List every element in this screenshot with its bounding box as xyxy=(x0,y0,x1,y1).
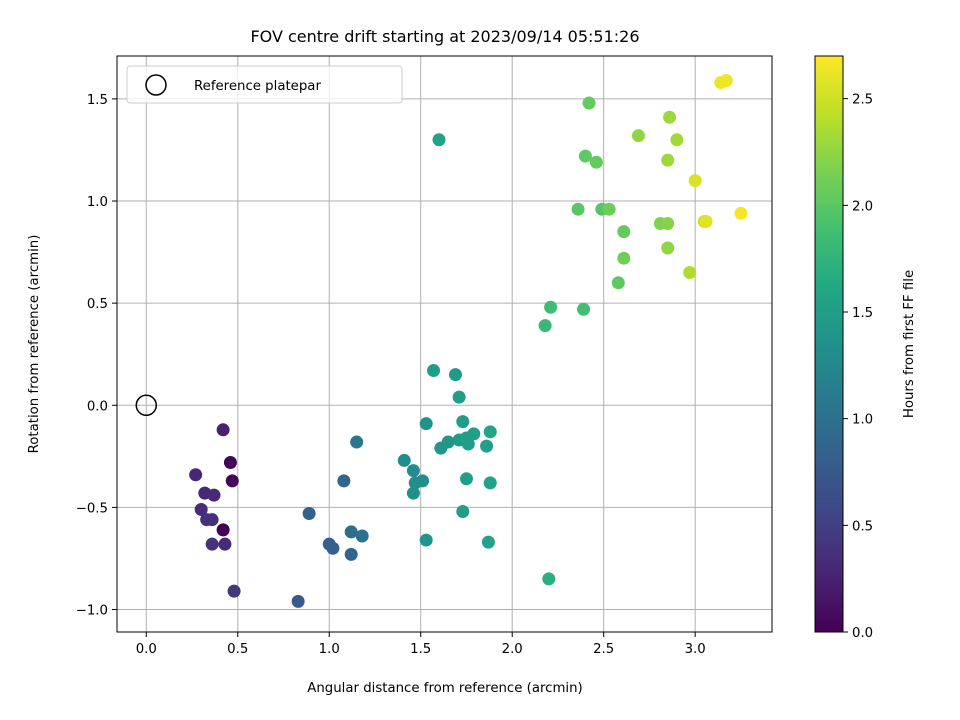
data-point xyxy=(542,572,556,586)
legend: Reference platepar xyxy=(126,65,403,104)
data-point xyxy=(582,96,596,110)
data-point xyxy=(441,435,455,449)
x-tick-label: 1.0 xyxy=(319,642,340,657)
x-tick-label: 3.0 xyxy=(685,642,706,657)
data-point xyxy=(459,472,473,486)
y-tick-label: −0.5 xyxy=(76,501,108,516)
data-point xyxy=(406,486,420,500)
data-point xyxy=(194,502,208,516)
data-point xyxy=(205,537,219,551)
data-point xyxy=(448,368,462,382)
data-point xyxy=(432,133,446,147)
data-point xyxy=(189,468,203,482)
colorbar-tick-label: 0.5 xyxy=(852,519,873,534)
data-point xyxy=(631,129,645,143)
y-tick-label: 0.5 xyxy=(87,297,108,312)
colorbar-tick-label: 1.5 xyxy=(852,306,873,321)
data-point xyxy=(419,417,433,431)
data-point xyxy=(538,319,552,333)
y-axis-label: Rotation from reference (arcmin) xyxy=(27,235,42,454)
data-point xyxy=(483,476,497,490)
data-point xyxy=(483,425,497,439)
legend-marker-icon xyxy=(145,74,167,96)
x-tick-label: 0.0 xyxy=(136,642,157,657)
data-point xyxy=(456,415,470,429)
y-tick-label: −1.0 xyxy=(76,604,108,619)
data-point xyxy=(688,174,702,188)
plot-frame xyxy=(116,55,773,633)
legend-entry-reference: Reference platepar xyxy=(194,79,321,94)
data-point xyxy=(611,276,625,290)
data-point xyxy=(734,206,748,220)
data-point xyxy=(481,535,495,549)
data-point xyxy=(326,541,340,555)
data-point xyxy=(205,513,219,527)
data-point xyxy=(291,594,305,608)
data-point xyxy=(302,507,316,521)
data-point xyxy=(670,133,684,147)
data-point xyxy=(617,225,631,239)
data-point xyxy=(699,214,713,228)
data-point xyxy=(452,390,466,404)
y-tick-label: 1.5 xyxy=(87,93,108,108)
colorbar-tick-label: 1.0 xyxy=(852,413,873,428)
reference-point-marker xyxy=(135,394,158,417)
data-point xyxy=(602,202,616,216)
data-point xyxy=(223,455,237,469)
x-tick-label: 1.5 xyxy=(410,642,431,657)
data-point xyxy=(719,74,733,88)
y-tick-label: 1.0 xyxy=(87,195,108,210)
x-tick-label: 0.5 xyxy=(227,642,248,657)
data-point xyxy=(427,364,441,378)
data-point xyxy=(456,504,470,518)
data-points xyxy=(189,74,748,608)
data-point xyxy=(225,474,239,488)
data-point xyxy=(617,251,631,265)
data-point xyxy=(416,474,430,488)
x-axis-label: Angular distance from reference (arcmin) xyxy=(307,681,582,696)
x-tick-label: 2.0 xyxy=(502,642,523,657)
data-point xyxy=(577,302,591,316)
data-point xyxy=(661,241,675,255)
data-point xyxy=(683,266,697,280)
data-point xyxy=(467,427,481,441)
data-point xyxy=(461,437,475,451)
data-point xyxy=(216,523,230,537)
data-point xyxy=(406,464,420,478)
data-point xyxy=(397,453,411,467)
y-tick-label: 0.0 xyxy=(87,399,108,414)
y-axis-ticks: −1.0 −0.5 0.0 0.5 1.0 1.5 xyxy=(76,93,117,619)
data-point xyxy=(663,110,677,124)
colorbar xyxy=(814,55,844,633)
data-point xyxy=(589,155,603,169)
colorbar-tick-label: 2.5 xyxy=(852,93,873,108)
colorbar-label: Hours from first FF file xyxy=(902,270,917,418)
data-point xyxy=(207,488,221,502)
grid-lines xyxy=(117,56,772,632)
data-point xyxy=(355,529,369,543)
data-point xyxy=(218,537,232,551)
data-point xyxy=(661,216,675,230)
x-tick-label: 2.5 xyxy=(593,642,614,657)
data-point xyxy=(480,439,494,453)
data-point xyxy=(344,525,358,539)
data-point xyxy=(350,435,364,449)
colorbar-ticks: 0.0 0.5 1.0 1.5 2.0 2.5 xyxy=(843,93,873,641)
colorbar-tick-label: 2.0 xyxy=(852,199,873,214)
data-point xyxy=(344,547,358,561)
data-point xyxy=(337,474,351,488)
data-point xyxy=(216,423,230,437)
data-point xyxy=(578,149,592,163)
data-point xyxy=(544,300,558,314)
data-point xyxy=(661,153,675,167)
legend-box xyxy=(126,65,403,104)
data-point xyxy=(227,584,241,598)
data-point xyxy=(419,533,433,547)
chart-title: FOV centre drift starting at 2023/09/14 … xyxy=(250,27,639,46)
x-axis-ticks: 0.0 0.5 1.0 1.5 2.0 2.5 3.0 xyxy=(136,632,706,657)
data-point xyxy=(571,202,585,216)
colorbar-tick-label: 0.0 xyxy=(852,626,873,641)
